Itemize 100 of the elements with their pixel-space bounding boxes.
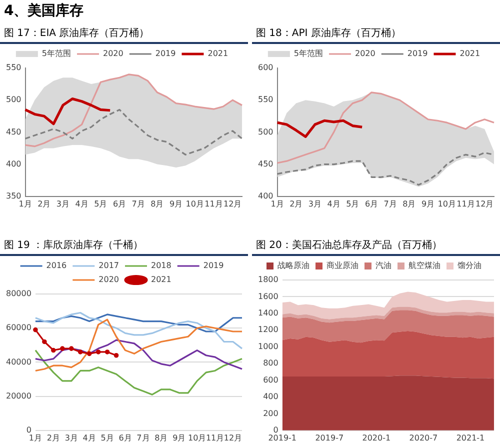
point [42, 339, 47, 344]
x-tick-label: 9月 [169, 199, 183, 208]
x-tick-label: 2019-1 [268, 433, 297, 442]
x-tick-label: 2021-1 [456, 433, 485, 442]
y-tick-label: 1200 [258, 325, 278, 334]
x-tick-label: 11月 [456, 199, 475, 208]
legend-label: 2021 [460, 49, 480, 58]
point [86, 351, 92, 356]
x-tick-label: 3月 [56, 199, 70, 208]
y-tick-label: 600 [258, 63, 274, 72]
legend-label: 商业原油 [326, 261, 358, 270]
x-tick-label: 10月 [438, 199, 456, 208]
x-tick-label: 7月 [384, 199, 397, 208]
y-tick-label: 40000 [6, 357, 32, 366]
x-tick-label: 9月 [172, 433, 186, 442]
x-tick-label: 4月 [327, 199, 340, 208]
y-tick-label: 1400 [258, 308, 278, 318]
x-tick-label: 5月 [346, 199, 360, 208]
x-tick-label: 4月 [75, 199, 88, 208]
x-tick-label: 10月 [186, 199, 204, 208]
x-tick-label: 2019-7 [315, 433, 344, 442]
point [104, 350, 110, 354]
y-tick-label: 500 [258, 127, 274, 136]
chart-title: 图 19 ：库欣原油库存（千桶） [0, 238, 248, 256]
text: 4、美国库存 [4, 2, 84, 20]
x-tick-label: 1月 [270, 199, 284, 208]
y-tick-label: 400 [263, 392, 278, 402]
x-tick-label: 9月 [421, 199, 435, 208]
y-tick-label: 0 [273, 425, 278, 434]
x-tick-label: 4月 [82, 433, 96, 442]
legend-label: 2020 [103, 49, 124, 58]
x-tick-label: 5月 [100, 433, 114, 442]
x-tick-label: 8月 [150, 199, 164, 208]
legend-label: 战略原油 [278, 261, 310, 270]
x-tick-label: 12月 [223, 199, 242, 208]
x-tick-label: 6月 [364, 199, 378, 208]
x-tick-label: 3月 [308, 199, 322, 208]
y-tick-label: 200 [263, 408, 278, 418]
x-tick-label: 12月 [224, 433, 242, 442]
legend-label: 馏分油 [456, 261, 482, 270]
x-tick-label: 12月 [475, 199, 494, 208]
y-tick-label: 1600 [258, 292, 278, 301]
legend-label: 2021 [208, 49, 228, 58]
x-tick-label: 2月 [290, 199, 303, 208]
x-tick-label: 8月 [154, 433, 168, 442]
legend-label: 2017 [98, 261, 119, 270]
y-tick-label: 450 [6, 127, 22, 136]
point [114, 352, 119, 358]
x-tick-label: 1月 [18, 199, 32, 208]
chart-title: 图 18：API 原油库存（百万桶） [252, 26, 500, 44]
legend-label: 2019 [203, 261, 224, 270]
x-tick-label: 8月 [402, 199, 416, 208]
y-tick-label: 400 [258, 191, 274, 200]
y-tick-label: 400 [6, 159, 22, 168]
legend-label: 2019 [407, 49, 428, 58]
y-tick-label: 800 [263, 358, 278, 368]
legend-label: 航空煤油 [408, 261, 440, 270]
x-tick-label: 11月 [206, 433, 224, 442]
y-tick-label: 450 [258, 159, 274, 168]
x-tick-label: 2月 [38, 199, 51, 208]
chart-title: 图 17：EIA 原油库存（百万桶） [0, 26, 248, 44]
y-tick-label: 1000 [258, 342, 278, 351]
y-tick-label: 550 [6, 63, 22, 72]
x-tick-label: 7月 [132, 199, 145, 208]
x-tick-label: 2月 [46, 433, 60, 442]
x-tick-label: 7月 [136, 433, 150, 442]
x-tick-label: 11月 [204, 199, 223, 208]
point [96, 350, 101, 354]
point [51, 348, 56, 353]
point [60, 346, 65, 351]
y-tick-label: 600 [263, 375, 278, 384]
y-tick-label: 1800 [258, 275, 278, 284]
x-tick-label: 2020-1 [362, 433, 391, 442]
y-tick-label: 0 [26, 425, 32, 434]
legend-label: 2019 [155, 49, 176, 58]
point [33, 327, 38, 332]
x-tick-label: 10月 [188, 433, 206, 442]
x-tick-label: 3月 [64, 433, 78, 442]
point [68, 346, 74, 351]
y-tick-label: 60000 [6, 323, 32, 332]
legend-label: 2021 [151, 275, 172, 284]
point [78, 350, 83, 354]
legend-label: 汽油 [376, 261, 392, 270]
y-tick-label: 350 [6, 191, 22, 200]
legend-label: 2016 [46, 261, 67, 270]
legend-label: 2020 [98, 275, 119, 284]
legend-label: 5年范围 [42, 49, 72, 58]
y-tick-label: 550 [258, 95, 274, 104]
legend-label: 2020 [355, 49, 376, 58]
y-tick-label: 20000 [6, 391, 32, 400]
x-tick-label: 6月 [118, 433, 132, 442]
x-tick-label: 2020-7 [409, 433, 438, 442]
y-tick-label: 80000 [6, 289, 32, 298]
chart-title: 图 20：美国石油总库存及产品（百万桶） [252, 238, 500, 256]
legend-label: 5年范围 [294, 49, 324, 58]
x-tick-label: 1月 [28, 433, 42, 442]
legend-label: 2018 [151, 261, 172, 270]
x-tick-label: 6月 [112, 199, 126, 208]
y-tick-label: 500 [6, 95, 22, 104]
x-tick-label: 5月 [94, 199, 108, 208]
